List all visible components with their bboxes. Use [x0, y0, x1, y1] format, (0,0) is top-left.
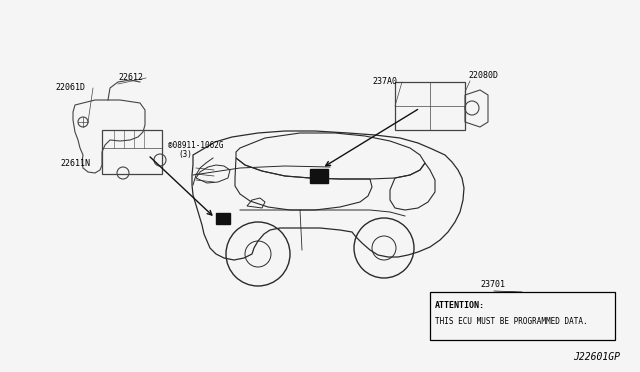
Text: 237A0: 237A0	[372, 77, 397, 87]
Bar	[310, 169, 328, 183]
Text: ATTENTION:: ATTENTION:	[435, 301, 485, 311]
Text: (3): (3)	[178, 151, 192, 160]
Bar	[216, 213, 230, 224]
Text: 23701: 23701	[480, 280, 505, 289]
Bar	[430, 292, 615, 340]
Text: J22601GP: J22601GP	[573, 352, 620, 362]
Bar	[395, 82, 465, 130]
Text: ®08911-1062G: ®08911-1062G	[168, 141, 223, 150]
Text: 22061D: 22061D	[55, 83, 85, 93]
Text: 22612: 22612	[118, 74, 143, 83]
Bar	[102, 130, 162, 174]
Text: 22080D: 22080D	[468, 71, 498, 80]
Text: THIS ECU MUST BE PROGRAMMED DATA.: THIS ECU MUST BE PROGRAMMED DATA.	[435, 317, 588, 327]
Text: 22611N: 22611N	[60, 160, 90, 169]
